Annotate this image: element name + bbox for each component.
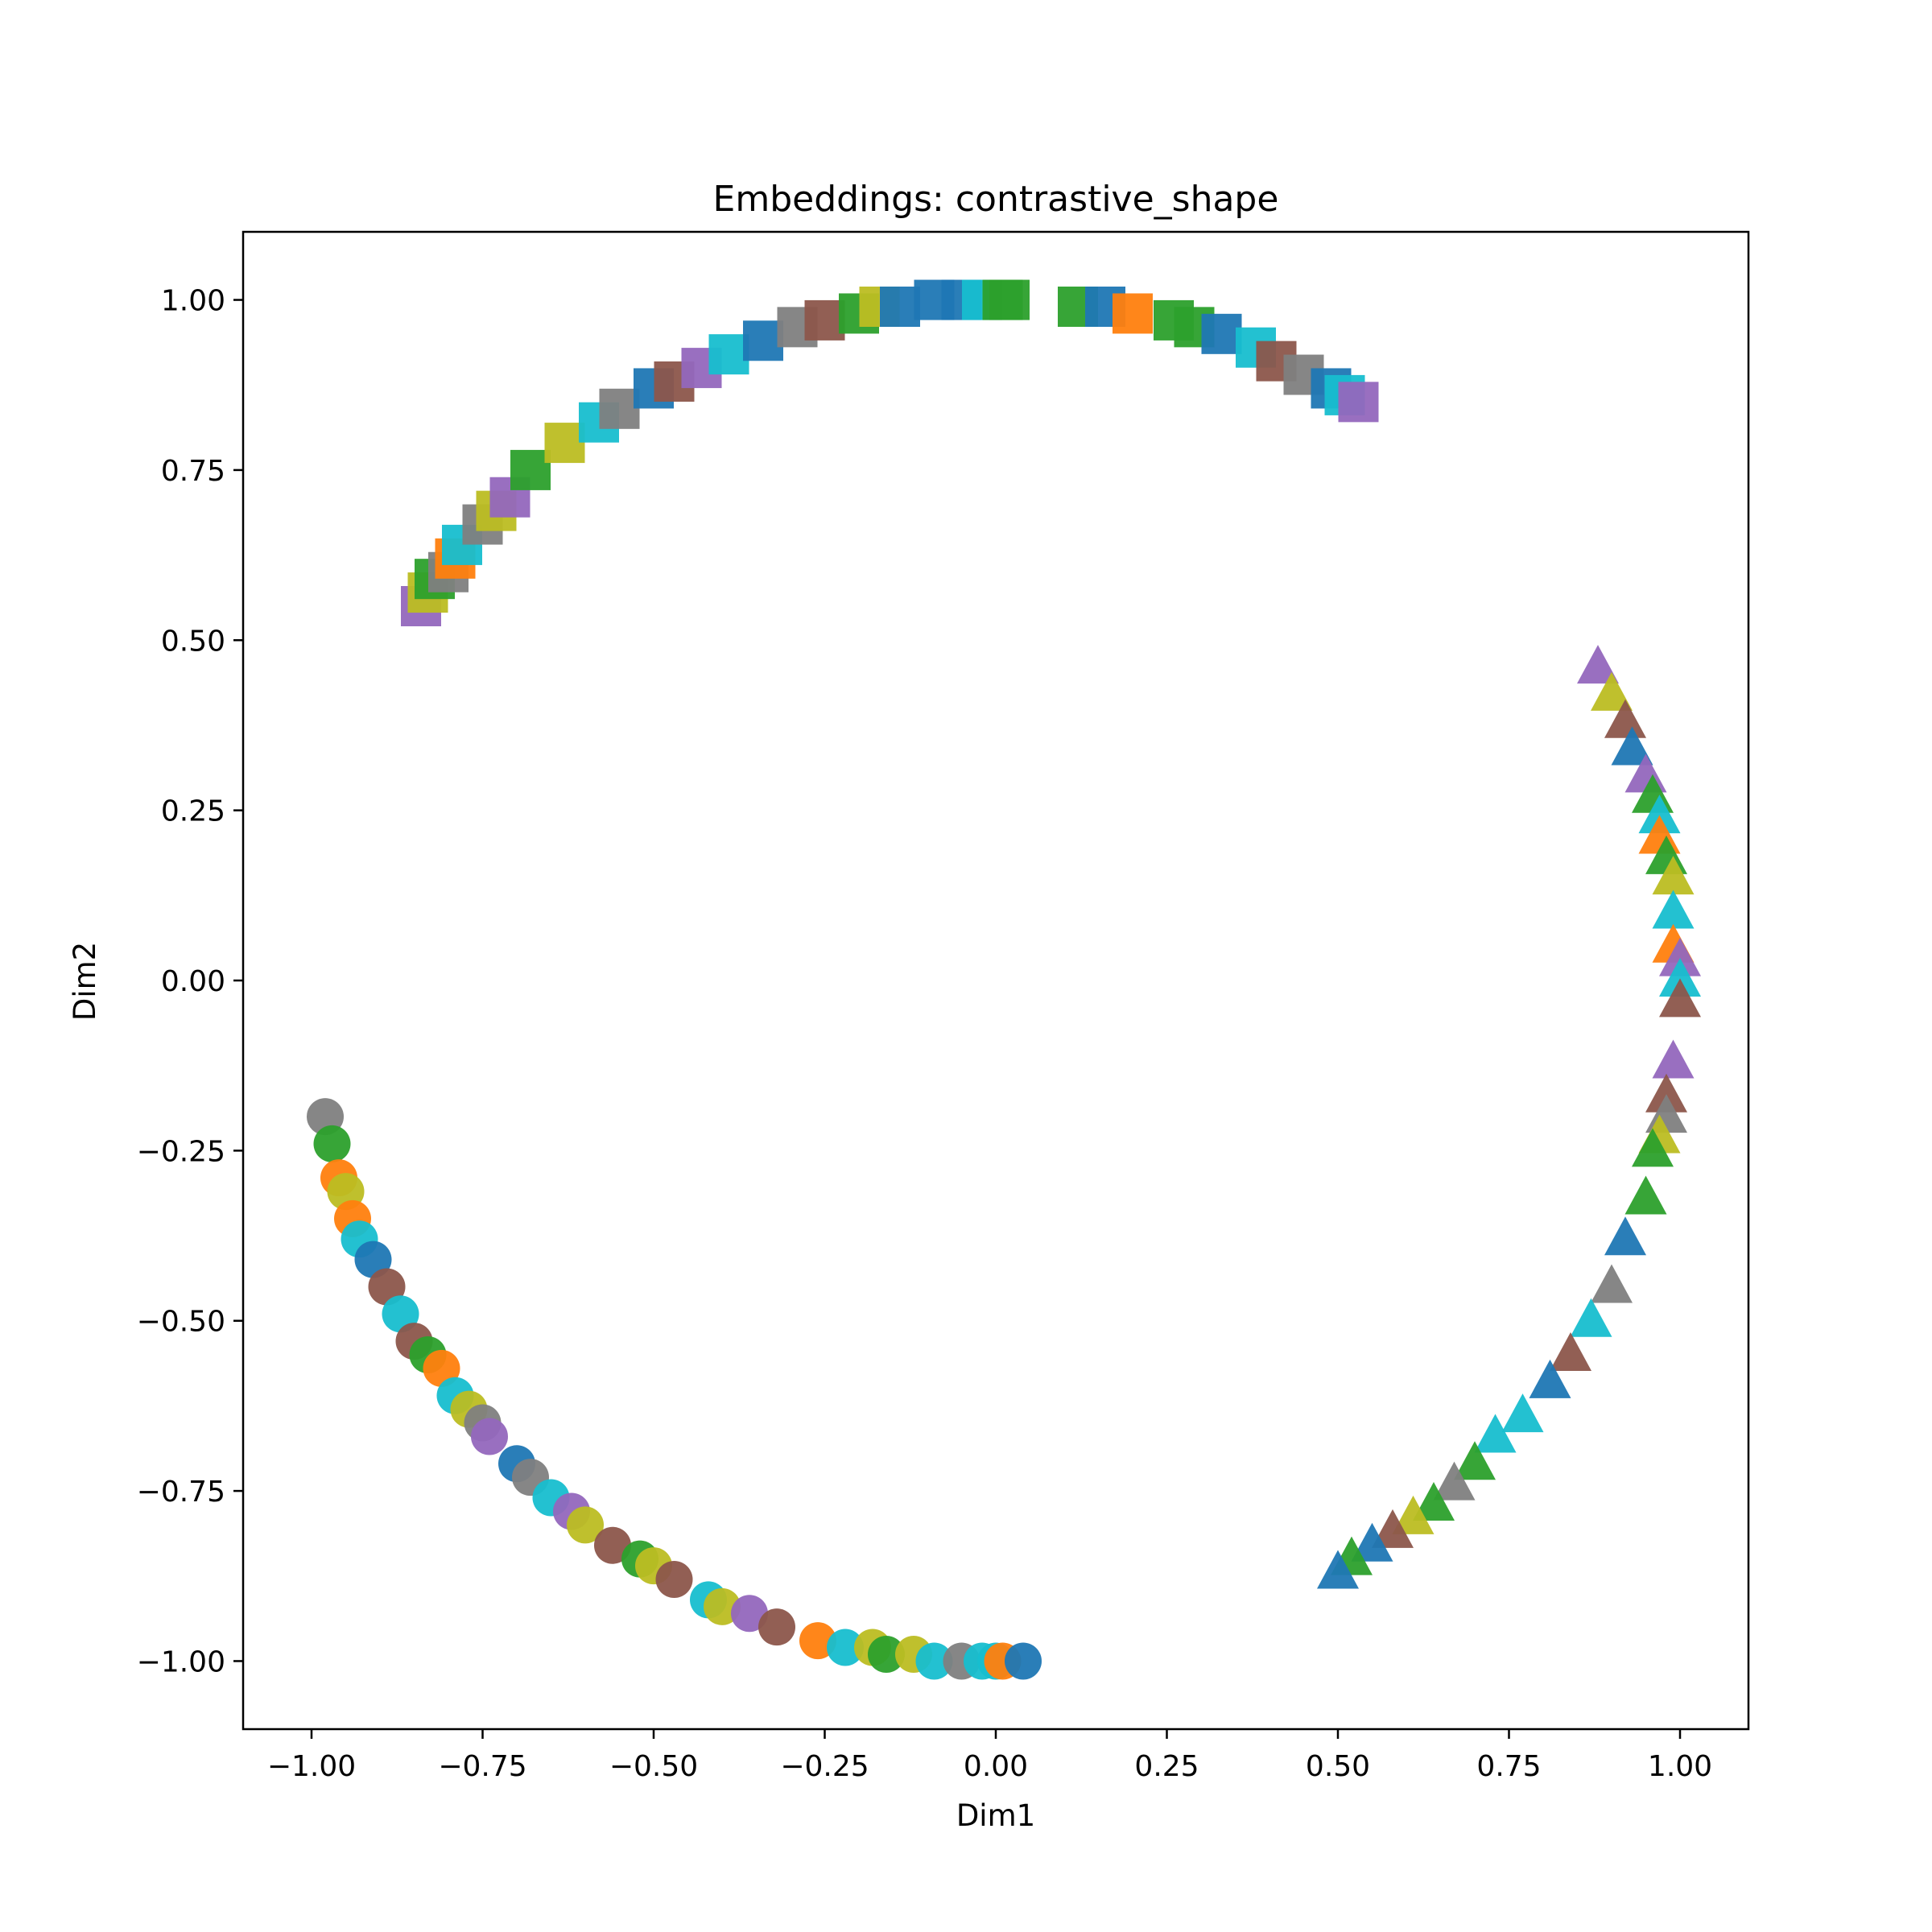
x-axis-ticks: −1.00 −0.75 −0.50 −0.25 0.00 0.25 0.50 0.75 1.00 [267, 1729, 1712, 1783]
triangle-point-1-10 [1652, 890, 1695, 929]
triangle-point-1-29 [1433, 1461, 1476, 1501]
y-tick-label: 0.75 [161, 455, 225, 488]
triangle-point-1-25 [1529, 1359, 1571, 1398]
y-tick-label: 0.25 [161, 795, 225, 828]
square-point-0-30 [1113, 293, 1153, 334]
triangle-point-1-3 [1611, 726, 1653, 766]
y-tick-label: −0.75 [137, 1476, 225, 1509]
plot-frame [242, 230, 1750, 1731]
square-point-0-10 [544, 423, 585, 464]
triangle-point-1-24 [1550, 1332, 1591, 1371]
y-axis-label: Dim2 [68, 942, 102, 1021]
data-points [307, 279, 1701, 1680]
x-tick-label: −0.50 [609, 1750, 698, 1783]
square-point-0-16 [708, 334, 749, 375]
triangle-point-1-1 [1591, 671, 1633, 711]
circle-point-2-32 [868, 1636, 905, 1673]
triangle-point-1-31 [1392, 1495, 1435, 1534]
triangle-point-1-35 [1317, 1550, 1359, 1589]
circle-point-2-1 [313, 1125, 351, 1162]
chart-title: Embeddings: contrastive_shape [713, 179, 1279, 220]
x-axis-label: Dim1 [956, 1798, 1035, 1833]
triangle-point-1-26 [1501, 1393, 1544, 1433]
triangle-point-1-2 [1604, 699, 1646, 738]
circle-point-2-34 [915, 1642, 953, 1680]
circle-point-2-27 [731, 1595, 768, 1633]
circle-point-2-15 [471, 1418, 508, 1455]
triangle-point-1-13 [1659, 958, 1701, 997]
triangle-point-1-22 [1591, 1264, 1633, 1303]
x-tick-label: 1.00 [1648, 1750, 1712, 1783]
x-tick-label: 0.75 [1476, 1750, 1541, 1783]
triangle-point-1-30 [1413, 1482, 1455, 1521]
y-tick-label: −0.25 [137, 1135, 225, 1168]
circle-point-2-20 [567, 1506, 604, 1544]
triangle-point-1-32 [1372, 1509, 1414, 1548]
y-tick-label: 0.00 [161, 965, 225, 998]
x-tick-label: 0.50 [1306, 1750, 1370, 1783]
triangle-point-1-33 [1351, 1522, 1393, 1562]
square-point-0-39 [1338, 382, 1379, 423]
triangle-point-1-19 [1632, 1128, 1674, 1167]
x-tick-label: −0.75 [438, 1750, 526, 1783]
square-point-0-33 [1201, 313, 1242, 354]
x-tick-label: −1.00 [267, 1750, 356, 1783]
y-tick-label: 0.50 [161, 625, 225, 658]
x-tick-label: 0.25 [1134, 1750, 1199, 1783]
circle-point-2-24 [655, 1561, 693, 1598]
triangle-point-1-20 [1624, 1175, 1667, 1215]
x-tick-label: −0.25 [780, 1750, 869, 1783]
triangle-point-1-16 [1645, 1073, 1687, 1113]
x-tick-label: 0.00 [964, 1750, 1028, 1783]
triangle-point-1-14 [1659, 978, 1701, 1018]
triangle-point-1-23 [1570, 1298, 1612, 1337]
triangle-point-1-0 [1577, 645, 1619, 684]
triangle-point-1-15 [1652, 1039, 1695, 1079]
y-tick-label: −1.00 [137, 1645, 225, 1678]
circle-point-2-21 [594, 1526, 631, 1564]
circle-point-2-30 [827, 1629, 864, 1666]
y-axis-ticks: −1.00 −0.75 −0.50 −0.25 0.00 0.25 0.50 0.75 1.00 [137, 285, 243, 1678]
square-point-0-17 [743, 320, 783, 361]
y-tick-label: −0.50 [137, 1306, 225, 1339]
square-point-0-22 [880, 287, 920, 327]
triangle-point-1-17 [1645, 1094, 1687, 1133]
triangle-point-1-27 [1474, 1414, 1517, 1453]
triangle-point-1-7 [1638, 815, 1681, 854]
square-point-0-12 [599, 388, 640, 429]
triangle-point-1-21 [1604, 1216, 1646, 1256]
circle-point-2-39 [1005, 1642, 1042, 1680]
y-tick-label: 1.00 [161, 285, 225, 318]
triangle-point-1-12 [1659, 937, 1701, 976]
square-point-0-27 [989, 279, 1030, 320]
triangle-point-1-6 [1638, 795, 1681, 834]
triangle-point-1-28 [1454, 1441, 1496, 1480]
circle-point-2-28 [758, 1608, 795, 1646]
square-point-0-9 [510, 449, 551, 490]
triangle-point-1-9 [1652, 856, 1695, 895]
square-point-0-19 [804, 299, 845, 341]
